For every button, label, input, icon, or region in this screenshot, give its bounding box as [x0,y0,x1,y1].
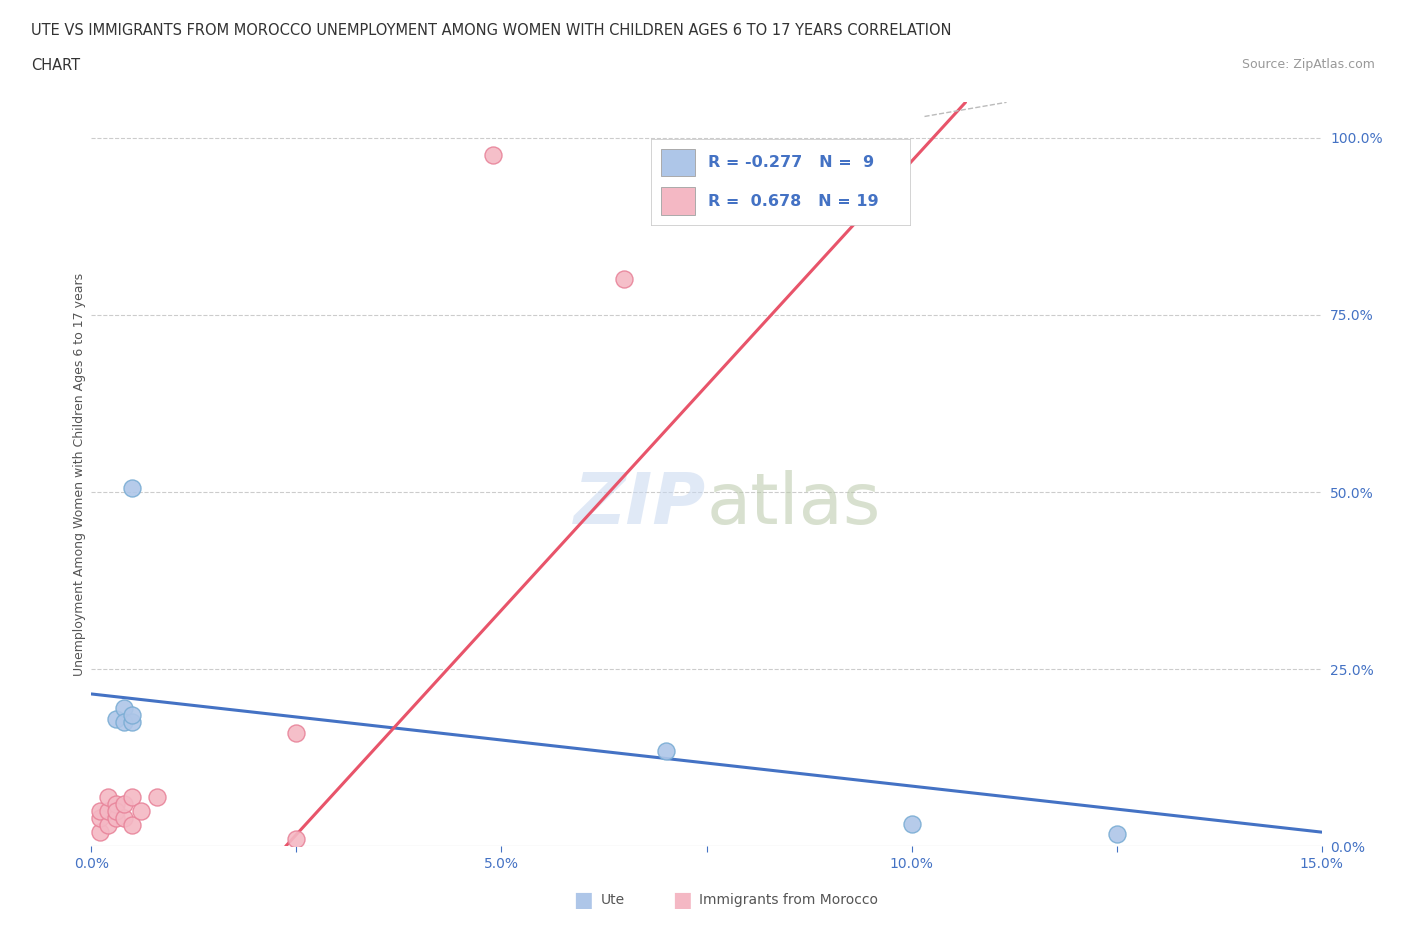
Point [482,148,505,163]
Y-axis label: Unemployment Among Women with Children Ages 6 to 17 years: Unemployment Among Women with Children A… [73,272,86,676]
Point [105,804,127,818]
Text: CHART: CHART [31,58,80,73]
Point [89,811,111,826]
Text: atlas: atlas [706,470,882,538]
FancyBboxPatch shape [661,149,695,177]
Point [105,811,127,826]
Text: R =  0.678   N = 19: R = 0.678 N = 19 [709,193,879,208]
FancyBboxPatch shape [661,188,695,215]
Text: Ute: Ute [600,893,624,908]
Point [121,715,143,730]
Point [105,796,127,811]
Point [121,790,143,804]
Text: R = -0.277   N =  9: R = -0.277 N = 9 [709,155,875,170]
Point [112,700,135,715]
Point [613,272,636,286]
Text: ■: ■ [574,890,593,910]
Point [97,817,120,832]
Point [97,804,120,818]
Point [89,804,111,818]
Text: UTE VS IMMIGRANTS FROM MOROCCO UNEMPLOYMENT AMONG WOMEN WITH CHILDREN AGES 6 TO : UTE VS IMMIGRANTS FROM MOROCCO UNEMPLOYM… [31,23,952,38]
Point [129,804,152,818]
Point [1105,826,1128,841]
Point [112,796,135,811]
Point [105,711,127,726]
Text: ZIP: ZIP [574,470,706,538]
Point [89,825,111,840]
Point [285,831,308,846]
Point [112,811,135,826]
Text: ■: ■ [672,890,692,910]
Point [121,708,143,723]
Point [900,817,922,831]
Point [285,725,308,740]
Point [121,481,143,496]
Text: Source: ZipAtlas.com: Source: ZipAtlas.com [1241,58,1375,71]
Point [97,790,120,804]
Point [121,817,143,832]
Point [112,715,135,730]
Point [654,743,676,758]
Point [146,790,169,804]
Text: Immigrants from Morocco: Immigrants from Morocco [699,893,877,908]
